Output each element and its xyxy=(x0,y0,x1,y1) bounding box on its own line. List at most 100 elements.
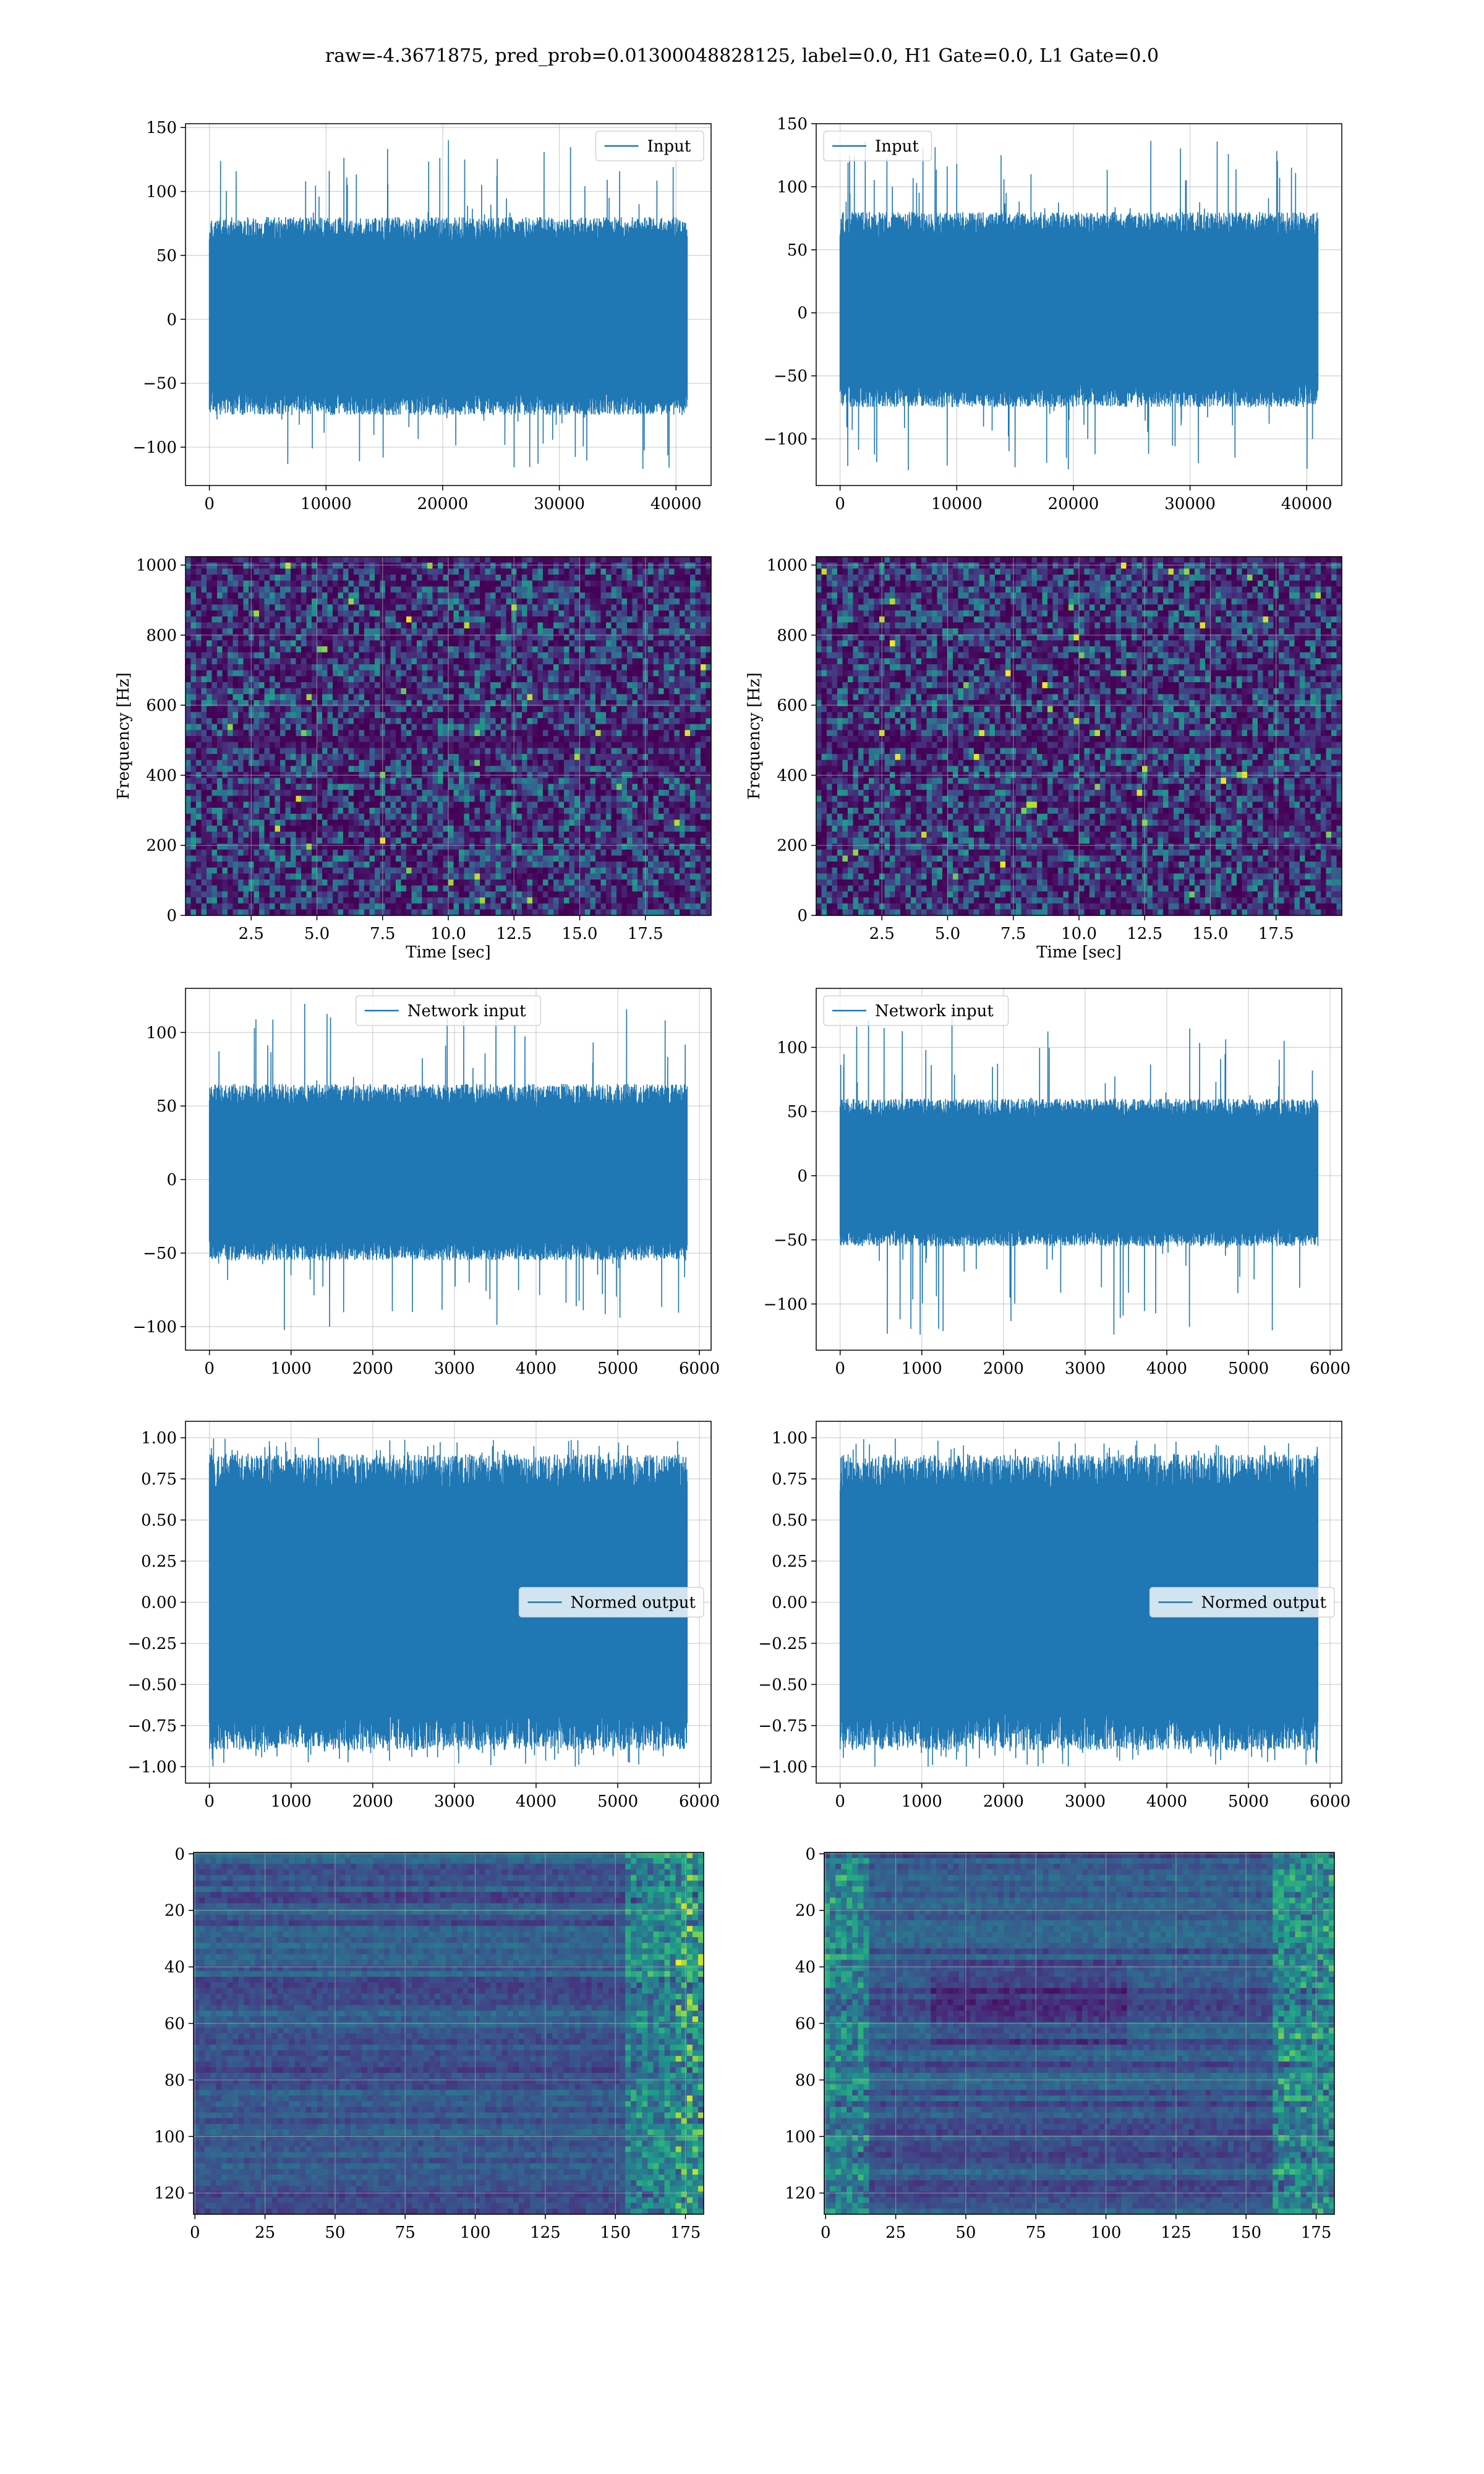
heatmap-cell xyxy=(186,581,191,587)
heatmap-cell xyxy=(354,790,359,796)
heatmap-cell xyxy=(654,754,659,760)
heatmap-cell xyxy=(591,802,596,808)
heatmap-cell xyxy=(317,653,323,659)
heatmap-cell xyxy=(396,664,401,670)
heatmap-cell xyxy=(616,820,622,826)
heatmap-cell xyxy=(438,760,443,766)
heatmap-cell xyxy=(307,664,312,670)
heatmap-cell xyxy=(312,706,317,713)
heatmap-cell xyxy=(322,796,328,802)
heatmap-cell xyxy=(370,694,375,700)
heatmap-cell xyxy=(207,802,212,808)
heatmap-cell xyxy=(574,790,580,796)
heatmap-cell xyxy=(385,742,391,748)
heatmap-cell xyxy=(296,706,302,713)
heatmap-cell xyxy=(359,653,365,659)
heatmap-cell xyxy=(553,790,559,796)
heatmap-cell xyxy=(370,730,375,736)
heatmap-cell xyxy=(370,688,375,695)
heatmap-cell xyxy=(475,664,480,670)
heatmap-cell xyxy=(396,808,401,814)
heatmap-cell xyxy=(217,832,223,838)
heatmap-cell xyxy=(459,784,464,790)
heatmap-cell xyxy=(591,640,596,646)
heatmap-cell xyxy=(443,676,449,682)
heatmap-cell xyxy=(433,760,438,766)
heatmap-cell xyxy=(685,658,691,664)
heatmap-cell xyxy=(422,742,428,748)
heatmap-cell xyxy=(364,837,370,844)
heatmap-cell xyxy=(307,802,312,808)
heatmap-cell xyxy=(622,742,628,748)
heatmap-cell xyxy=(480,653,485,659)
heatmap-cell xyxy=(538,718,544,724)
heatmap-cell xyxy=(354,622,359,628)
heatmap-cell xyxy=(448,832,454,838)
heatmap-cell xyxy=(238,837,244,844)
heatmap-cell xyxy=(522,802,527,808)
heatmap-cell xyxy=(501,724,506,730)
heatmap-cell xyxy=(501,586,506,593)
heatmap-cell xyxy=(202,826,207,832)
heatmap-cell xyxy=(212,593,218,599)
heatmap-cell xyxy=(275,586,281,593)
heatmap-cell xyxy=(680,724,685,730)
heatmap-cell xyxy=(401,802,407,808)
heatmap-cell xyxy=(191,724,197,730)
heatmap-cell xyxy=(574,814,580,820)
heatmap-cell xyxy=(438,730,443,736)
heatmap-cell xyxy=(633,706,638,713)
heatmap-cell xyxy=(532,832,538,838)
heatmap-cell xyxy=(296,670,302,677)
heatmap-cell xyxy=(595,808,601,814)
heatmap-cell xyxy=(501,784,506,790)
heatmap-cell xyxy=(322,622,328,628)
heatmap-cell xyxy=(454,754,459,760)
heatmap-cell xyxy=(328,653,333,659)
heatmap-cell xyxy=(654,653,659,659)
heatmap-cell xyxy=(506,664,512,670)
heatmap-cell xyxy=(417,628,422,635)
heatmap-cell xyxy=(422,844,428,850)
heatmap-cell xyxy=(501,658,506,664)
heatmap-cell xyxy=(454,724,459,730)
heatmap-cell xyxy=(548,826,554,832)
heatmap-cell xyxy=(396,640,401,646)
heatmap-cell xyxy=(333,568,338,575)
heatmap-cell xyxy=(354,581,359,587)
heatmap-cell xyxy=(265,712,270,718)
heatmap-cell xyxy=(270,628,275,635)
heatmap-cell xyxy=(265,790,270,796)
heatmap-cell xyxy=(422,653,428,659)
heatmap-cell xyxy=(553,617,559,623)
heatmap-cell xyxy=(233,563,239,569)
heatmap-cell xyxy=(401,844,407,850)
heatmap-cell xyxy=(527,658,533,664)
heatmap-cell xyxy=(417,676,422,682)
heatmap-cell xyxy=(427,730,433,736)
heatmap-cell xyxy=(364,575,370,581)
heatmap-cell xyxy=(223,760,228,766)
heatmap-cell xyxy=(301,617,307,623)
heatmap-cell xyxy=(675,646,680,653)
heatmap-cell xyxy=(202,593,207,599)
heatmap-cell xyxy=(338,575,344,581)
heatmap-cell xyxy=(359,581,365,587)
heatmap-cell xyxy=(459,563,464,569)
heatmap-cell xyxy=(506,826,512,832)
heatmap-cell xyxy=(559,796,565,802)
heatmap-cell xyxy=(364,610,370,617)
heatmap-cell xyxy=(517,658,522,664)
heatmap-cell xyxy=(433,748,438,754)
heatmap-cell xyxy=(307,670,312,677)
heatmap-cell xyxy=(517,557,522,563)
heatmap-cell xyxy=(186,820,191,826)
heatmap-cell xyxy=(433,581,438,587)
heatmap-cell xyxy=(454,568,459,575)
heatmap-cell xyxy=(233,706,239,713)
heatmap-cell xyxy=(506,658,512,664)
heatmap-cell xyxy=(385,586,391,593)
heatmap-cell xyxy=(574,557,580,563)
heatmap-cell xyxy=(202,837,207,844)
heatmap-cell xyxy=(438,802,443,808)
